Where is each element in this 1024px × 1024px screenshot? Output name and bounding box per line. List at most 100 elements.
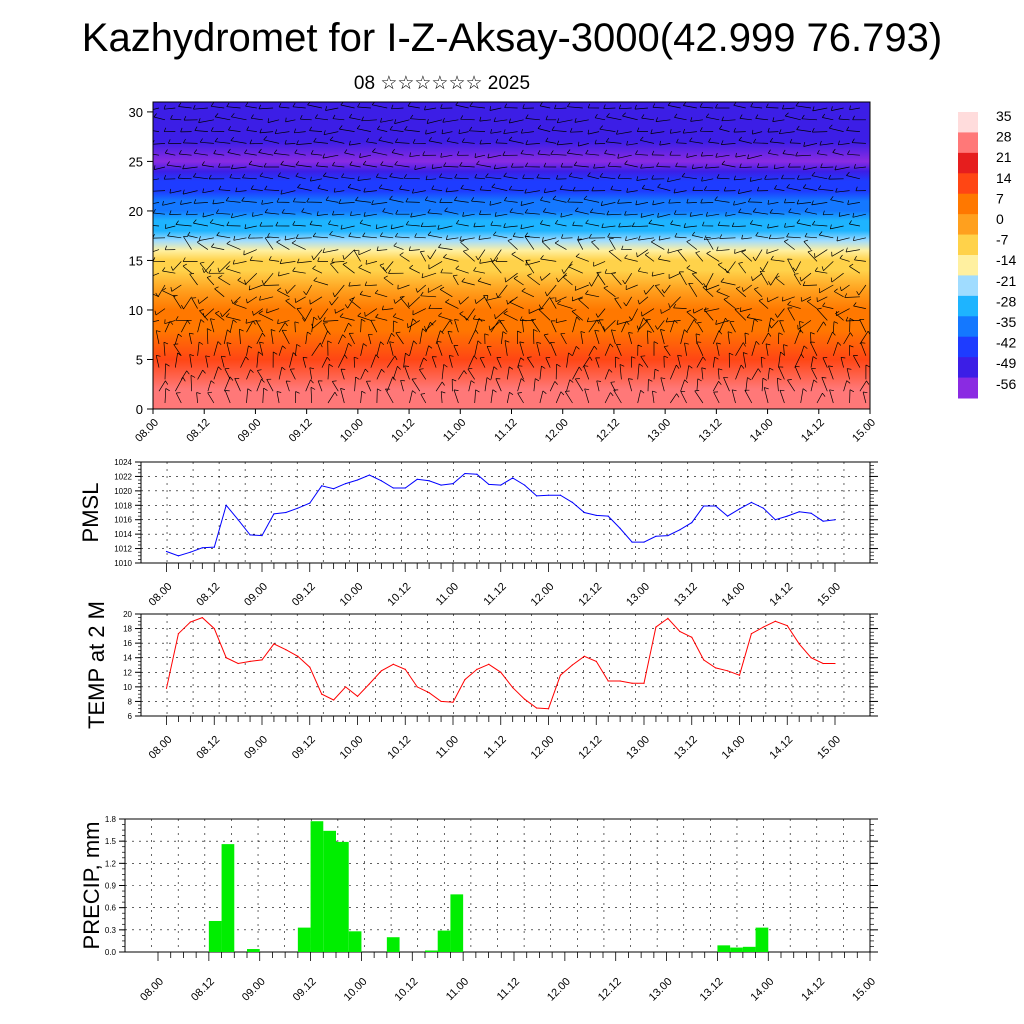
colorbar: 35 28 21 14 7 0 -7 -14 -21 -28 -35 -42 -49 -56: [958, 108, 1016, 399]
x-tick-label: 15.00: [815, 581, 843, 609]
page-subtitle: 08 ☆☆☆☆☆☆ 2025: [353, 73, 531, 94]
temp-point: [559, 674, 562, 676]
colorbar-segment: [958, 275, 978, 297]
temp-point: [165, 687, 168, 689]
temp-point: [225, 657, 227, 659]
temp-point: [691, 636, 693, 638]
pmsl-point: [273, 513, 275, 515]
x-tick-label: 09.12: [291, 976, 319, 1004]
colorbar-label: -56: [996, 376, 1016, 392]
colorbar-segment: [958, 214, 978, 236]
temp-point: [547, 708, 550, 710]
pmsl-point: [679, 529, 681, 531]
temp-point: [201, 617, 203, 619]
temp-point: [356, 695, 359, 697]
pmsl-point: [464, 472, 466, 475]
pmsl-point: [786, 515, 788, 517]
colorbar-segment: [958, 193, 978, 215]
colorbar-label: -49: [996, 355, 1016, 371]
pmsl-point: [810, 512, 812, 514]
pmsl-point: [834, 519, 836, 521]
colorbar-segment: [958, 173, 978, 195]
x-tick-label: 10.00: [338, 734, 366, 762]
precip-bar: [221, 844, 235, 952]
pmsl-point: [571, 501, 573, 503]
x-tick-label: 12.12: [576, 734, 604, 762]
y-tick-label: 0.0: [105, 948, 117, 957]
temp-point: [834, 662, 836, 665]
precip-bar: [742, 946, 756, 952]
colorbar-segment: [958, 336, 978, 358]
pmsl-point: [225, 504, 227, 506]
x-tick-label: 11.12: [481, 734, 508, 761]
pmsl-point: [726, 515, 729, 517]
temp-point: [786, 625, 788, 627]
precip-bar: [755, 927, 769, 952]
x-tick-label: 11.00: [444, 976, 471, 1003]
colorbar-segment: [958, 234, 978, 256]
y-tick-label: 1024: [114, 458, 132, 467]
pmsl-point: [356, 479, 359, 481]
x-tick-label: 12.12: [594, 417, 622, 445]
y-axis-title: PMSL: [78, 483, 103, 543]
x-tick-label: 10.12: [385, 581, 413, 609]
temp-point: [273, 643, 275, 645]
pmsl-point: [762, 507, 764, 509]
temp-point: [261, 659, 263, 661]
x-tick-label: 12.00: [529, 581, 557, 609]
pmsl-point: [416, 478, 418, 480]
precip-bar: [425, 950, 438, 952]
x-tick-label: 12.00: [543, 417, 571, 445]
temp-point: [631, 682, 633, 684]
temp-point: [344, 686, 347, 688]
precip-bar: [336, 841, 349, 952]
x-tick-label: 14.12: [767, 734, 795, 762]
x-tick-label: 13.00: [624, 581, 652, 609]
x-tick-label: 14.00: [720, 581, 748, 609]
temp-point: [750, 633, 753, 635]
pmsl-point: [297, 507, 299, 509]
y-tick-label: 12: [123, 668, 132, 677]
y-tick-label: 20: [129, 204, 143, 219]
colorbar-label: -7: [996, 232, 1009, 248]
x-tick-label: 14.00: [748, 417, 776, 445]
y-tick-label: 0.3: [105, 926, 117, 935]
temp-point: [655, 626, 657, 628]
temp-point: [452, 701, 454, 703]
x-tick-label: 13.00: [647, 976, 675, 1004]
precip-bar: [437, 930, 451, 952]
y-tick-label: 25: [129, 154, 143, 169]
pmsl-point: [715, 505, 717, 507]
pmsl-point: [452, 483, 454, 485]
colorbar-segment: [958, 377, 978, 399]
pmsl-point: [213, 546, 215, 548]
temp-point: [297, 655, 299, 657]
y-tick-label: 15: [129, 253, 143, 268]
pmsl-point: [535, 495, 538, 497]
pmsl-point: [607, 515, 609, 517]
y-tick-label: 5: [136, 352, 143, 367]
temp-point: [703, 659, 705, 661]
temp-point: [667, 617, 669, 619]
colorbar-label: 21: [996, 149, 1012, 165]
temp-point: [464, 678, 466, 681]
precip-bar: [730, 947, 743, 952]
x-tick-label: 08.00: [147, 734, 175, 762]
temp-point: [822, 662, 824, 665]
temp-point: [416, 686, 418, 688]
temp-point: [500, 671, 502, 673]
x-tick-label: 15.00: [850, 976, 878, 1004]
pmsl-point: [583, 511, 585, 514]
y-tick-label: 20: [123, 610, 132, 619]
x-tick-label: 13.12: [697, 417, 725, 445]
colorbar-label: -35: [996, 314, 1016, 330]
temp-point: [679, 630, 681, 633]
pmsl-point: [368, 474, 371, 476]
temp-point: [476, 668, 478, 670]
precip-chart: 0.0 0.3 0.6 0.9 1.2 1.5 1.8 08.00 08.12 09.00 09.1…: [79, 815, 878, 1004]
temp-point: [535, 707, 538, 709]
x-tick-label: 15.00: [850, 417, 878, 445]
pmsl-point: [285, 511, 287, 514]
y-tick-label: 10: [123, 683, 132, 692]
y-tick-label: 1014: [114, 530, 132, 539]
